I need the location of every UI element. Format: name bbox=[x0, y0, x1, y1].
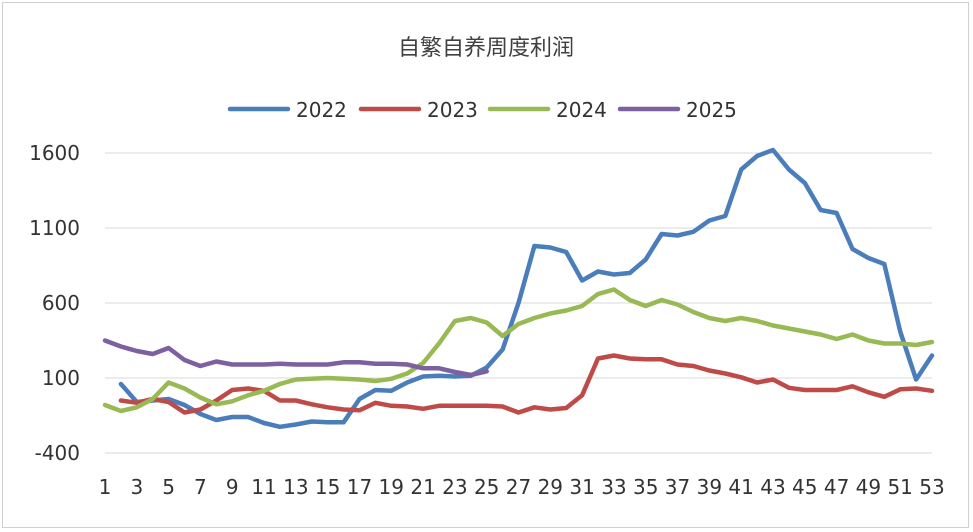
y-tick-label: 600 bbox=[42, 291, 80, 315]
legend-item-2024: 2024 bbox=[487, 98, 607, 122]
chart-title: 自繁自养周度利润 bbox=[398, 36, 574, 61]
x-axis-ticks: 1 3 5 7 9 11 13 15 17 19 21 23 25 27 29 31 33 35 37 39 41 43 4… bbox=[99, 475, 945, 499]
legend-item-2023: 2023 bbox=[358, 98, 478, 122]
grid bbox=[105, 152, 932, 454]
x-tick-label: 17 bbox=[347, 475, 372, 499]
x-tick-label: 43 bbox=[760, 475, 785, 499]
series-line-2024 bbox=[102, 287, 935, 414]
y-tick-label: 1600 bbox=[29, 141, 80, 165]
series-line-2023 bbox=[118, 353, 935, 415]
x-tick-label: 33 bbox=[601, 475, 626, 499]
x-tick-label: 27 bbox=[506, 475, 531, 499]
legend-label: 2024 bbox=[556, 98, 607, 122]
y-axis-ticks: 1600 1100 600 100 -400 bbox=[29, 141, 80, 465]
x-tick-label: 53 bbox=[919, 475, 944, 499]
x-tick-label: 31 bbox=[569, 475, 594, 499]
x-tick-label: 41 bbox=[728, 475, 753, 499]
y-tick-label: 1100 bbox=[29, 216, 80, 240]
x-tick-label: 11 bbox=[251, 475, 276, 499]
x-tick-label: 37 bbox=[665, 475, 690, 499]
y-tick-label: -400 bbox=[35, 441, 80, 465]
x-tick-label: 23 bbox=[442, 475, 467, 499]
x-tick-label: 49 bbox=[856, 475, 881, 499]
series-line-2022 bbox=[118, 147, 935, 430]
legend: 2022 2023 2024 2025 bbox=[227, 98, 737, 122]
y-tick-label: 100 bbox=[42, 366, 80, 390]
legend-label: 2023 bbox=[427, 98, 478, 122]
x-tick-label: 35 bbox=[633, 475, 658, 499]
legend-label: 2025 bbox=[686, 98, 737, 122]
x-tick-label: 47 bbox=[824, 475, 849, 499]
x-tick-label: 9 bbox=[226, 475, 239, 499]
x-tick-label: 5 bbox=[162, 475, 175, 499]
x-tick-label: 7 bbox=[194, 475, 207, 499]
x-tick-label: 21 bbox=[410, 475, 435, 499]
legend-item-2022: 2022 bbox=[227, 98, 347, 122]
x-tick-label: 19 bbox=[379, 475, 404, 499]
x-tick-label: 45 bbox=[792, 475, 817, 499]
series-line-2025 bbox=[102, 338, 489, 378]
x-tick-label: 1 bbox=[99, 475, 112, 499]
legend-item-2025: 2025 bbox=[617, 98, 737, 122]
x-tick-label: 25 bbox=[474, 475, 499, 499]
x-tick-label: 15 bbox=[315, 475, 340, 499]
x-tick-label: 39 bbox=[697, 475, 722, 499]
x-tick-label: 29 bbox=[538, 475, 563, 499]
x-tick-label: 3 bbox=[130, 475, 143, 499]
series-lines bbox=[102, 147, 935, 430]
legend-label: 2022 bbox=[296, 98, 347, 122]
x-tick-label: 51 bbox=[887, 475, 912, 499]
x-tick-label: 13 bbox=[283, 475, 308, 499]
